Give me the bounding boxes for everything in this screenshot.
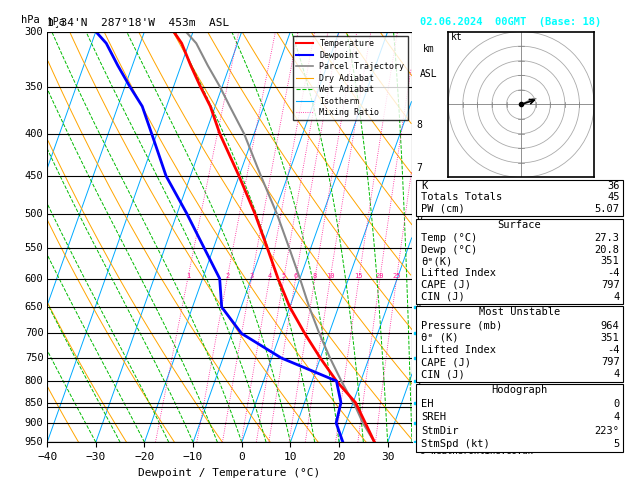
Text: 850: 850 bbox=[25, 398, 43, 408]
Text: 2: 2 bbox=[416, 378, 422, 388]
Text: SREH: SREH bbox=[421, 413, 447, 422]
Text: PW (cm): PW (cm) bbox=[421, 204, 465, 213]
Legend: Temperature, Dewpoint, Parcel Trajectory, Dry Adiabat, Wet Adiabat, Isotherm, Mi: Temperature, Dewpoint, Parcel Trajectory… bbox=[293, 36, 408, 121]
Text: 750: 750 bbox=[25, 353, 43, 363]
Text: θᵉ (K): θᵉ (K) bbox=[421, 333, 459, 343]
Text: 4: 4 bbox=[416, 302, 422, 312]
Text: 5: 5 bbox=[416, 259, 422, 268]
Text: θᵉ(K): θᵉ(K) bbox=[421, 257, 453, 266]
Text: 7: 7 bbox=[416, 163, 422, 173]
Text: hPa: hPa bbox=[47, 17, 65, 27]
Text: hPa: hPa bbox=[21, 16, 40, 25]
Text: 350: 350 bbox=[25, 82, 43, 91]
Text: 797: 797 bbox=[601, 357, 620, 367]
Text: CIN (J): CIN (J) bbox=[421, 292, 465, 302]
Text: 4: 4 bbox=[613, 369, 620, 379]
Text: Mixing Ratio (g/kg): Mixing Ratio (g/kg) bbox=[451, 181, 461, 293]
Text: 700: 700 bbox=[25, 329, 43, 338]
Text: 8: 8 bbox=[313, 273, 317, 278]
Text: Surface: Surface bbox=[498, 220, 542, 230]
Text: km: km bbox=[423, 44, 435, 54]
Text: 8: 8 bbox=[416, 120, 422, 130]
Text: 15: 15 bbox=[355, 273, 363, 278]
Text: 351: 351 bbox=[601, 257, 620, 266]
Text: 36: 36 bbox=[607, 181, 620, 191]
Text: 3: 3 bbox=[416, 336, 422, 346]
Text: StmSpd (kt): StmSpd (kt) bbox=[421, 439, 490, 449]
Text: CIN (J): CIN (J) bbox=[421, 369, 465, 379]
Text: 900: 900 bbox=[25, 418, 43, 428]
Text: 4: 4 bbox=[613, 413, 620, 422]
Text: 4: 4 bbox=[267, 273, 272, 278]
Text: 1: 1 bbox=[186, 273, 190, 278]
Text: CAPE (J): CAPE (J) bbox=[421, 357, 471, 367]
Text: 20: 20 bbox=[376, 273, 384, 278]
Text: Lifted Index: Lifted Index bbox=[421, 268, 496, 278]
Text: 25: 25 bbox=[392, 273, 401, 278]
Text: 450: 450 bbox=[25, 171, 43, 181]
Text: Most Unstable: Most Unstable bbox=[479, 308, 560, 317]
Text: 10: 10 bbox=[326, 273, 335, 278]
Text: 964: 964 bbox=[601, 321, 620, 330]
Text: ASL: ASL bbox=[420, 69, 438, 79]
Text: 45: 45 bbox=[607, 192, 620, 203]
Text: Lifted Index: Lifted Index bbox=[421, 345, 496, 355]
Text: -4: -4 bbox=[607, 345, 620, 355]
Text: Hodograph: Hodograph bbox=[491, 385, 548, 395]
Text: 2: 2 bbox=[225, 273, 230, 278]
Text: 3: 3 bbox=[250, 273, 253, 278]
Text: 351: 351 bbox=[601, 333, 620, 343]
Text: 6: 6 bbox=[294, 273, 298, 278]
Text: 800: 800 bbox=[25, 376, 43, 386]
Text: Pressure (mb): Pressure (mb) bbox=[421, 321, 503, 330]
Text: 950: 950 bbox=[25, 437, 43, 447]
Text: 600: 600 bbox=[25, 274, 43, 283]
Text: Totals Totals: Totals Totals bbox=[421, 192, 503, 203]
Text: LCL: LCL bbox=[416, 402, 433, 412]
Text: 650: 650 bbox=[25, 302, 43, 312]
Text: 4: 4 bbox=[613, 292, 620, 302]
Text: 20.8: 20.8 bbox=[594, 244, 620, 255]
Text: 1: 1 bbox=[416, 420, 422, 430]
Text: 550: 550 bbox=[25, 243, 43, 253]
Text: 5: 5 bbox=[282, 273, 286, 278]
Text: EH: EH bbox=[421, 399, 434, 409]
Text: 0: 0 bbox=[613, 399, 620, 409]
Text: -4: -4 bbox=[607, 268, 620, 278]
Text: 27.3: 27.3 bbox=[594, 233, 620, 243]
Text: 400: 400 bbox=[25, 129, 43, 139]
Text: 1¸34'N  287°18'W  453m  ASL: 1¸34'N 287°18'W 453m ASL bbox=[47, 17, 230, 27]
Text: 500: 500 bbox=[25, 208, 43, 219]
Text: CAPE (J): CAPE (J) bbox=[421, 280, 471, 290]
Text: K: K bbox=[421, 181, 428, 191]
Text: 6: 6 bbox=[416, 212, 422, 222]
Text: +: + bbox=[420, 260, 427, 273]
Text: 02.06.2024  00GMT  (Base: 18): 02.06.2024 00GMT (Base: 18) bbox=[420, 17, 601, 27]
Text: 5: 5 bbox=[613, 439, 620, 449]
Text: 797: 797 bbox=[601, 280, 620, 290]
Text: 223°: 223° bbox=[594, 426, 620, 435]
Text: StmDir: StmDir bbox=[421, 426, 459, 435]
Text: Dewp (°C): Dewp (°C) bbox=[421, 244, 477, 255]
Text: © weatheronline.co.uk: © weatheronline.co.uk bbox=[420, 447, 532, 456]
Text: 5.07: 5.07 bbox=[594, 204, 620, 213]
X-axis label: Dewpoint / Temperature (°C): Dewpoint / Temperature (°C) bbox=[138, 468, 321, 478]
Text: 300: 300 bbox=[25, 27, 43, 36]
Text: kt: kt bbox=[451, 33, 463, 42]
Text: Temp (°C): Temp (°C) bbox=[421, 233, 477, 243]
